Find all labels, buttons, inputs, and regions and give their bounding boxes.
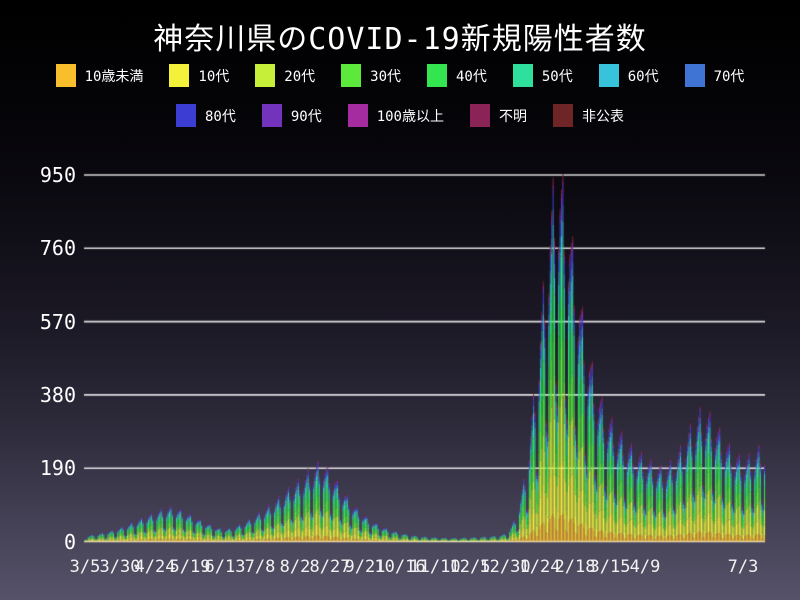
x-axis-label: 10/16 [374, 557, 426, 577]
x-axis-label: 4/9 [629, 557, 661, 577]
x-axis-label: 6/13 [204, 557, 246, 577]
x-axis-label: 3/15 [589, 557, 631, 577]
x-axis-label: 1/24 [519, 557, 561, 577]
x-axis-label: 8/2 [279, 557, 311, 577]
x-axis-label: 9/21 [344, 557, 386, 577]
x-axis-label: 12/5 [449, 557, 491, 577]
x-axis-label: 7/3 [727, 557, 759, 577]
x-axis-label: 3/30 [99, 557, 141, 577]
x-axis-label: 11/10 [409, 557, 461, 577]
y-axis-label: 190 [39, 456, 76, 481]
x-axis-label: 2/18 [554, 557, 596, 577]
x-axis-label: 7/8 [244, 557, 276, 577]
x-axis-label: 4/24 [134, 557, 176, 577]
x-axis-label: 3/5 [69, 557, 101, 577]
x-axis-label: 5/19 [169, 557, 211, 577]
y-axis-label: 950 [39, 163, 76, 187]
y-axis-label: 760 [39, 236, 76, 261]
y-axis-label: 570 [39, 309, 76, 334]
y-axis-label: 0 [63, 529, 76, 554]
y-axis-label: 380 [39, 382, 76, 407]
x-axis-label: 8/27 [309, 557, 351, 577]
x-axis-label: 12/30 [479, 557, 531, 577]
